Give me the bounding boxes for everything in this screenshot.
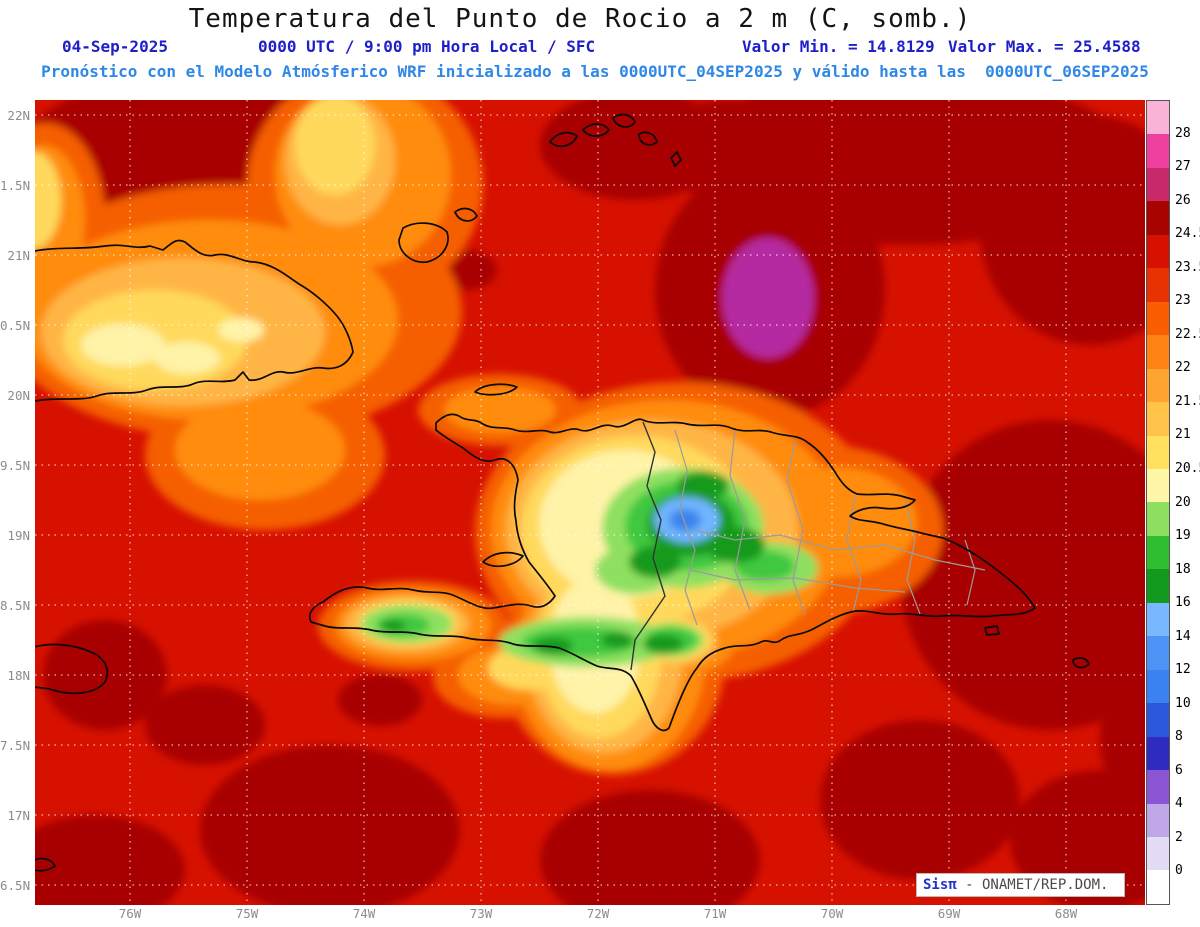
y-axis-label: 22N: [7, 108, 30, 123]
model-description: Pronóstico con el Modelo Atmósferico WRF…: [41, 62, 1149, 81]
colorbar-segment: [1147, 468, 1169, 503]
attribution-badge: Sisπ - ONAMET/REP.DOM.: [916, 873, 1125, 897]
x-axis-label: 70W: [820, 906, 844, 921]
coastlines: [35, 113, 1090, 872]
x-axis-label: 72W: [586, 906, 610, 921]
cuba-coastline: [35, 239, 354, 402]
x-axis-label: 73W: [469, 906, 493, 921]
y-axis-label: 6.5N: [0, 878, 31, 893]
saona-island: [984, 625, 1000, 636]
colorbar-segment: [1147, 770, 1169, 804]
colorbar-segment: [1147, 669, 1169, 704]
colorbar-segment: [1147, 101, 1169, 135]
colorbar-label: 27: [1175, 159, 1191, 175]
little-inagua-island: [454, 207, 478, 222]
x-axis-label: 69W: [937, 906, 961, 921]
valid-time: 0000 UTC / 9:00 pm Hora Local / SFC: [258, 37, 596, 56]
page-title: Temperatura del Punto de Rocio a 2 m (C,…: [188, 4, 972, 34]
y-axis-label: 21N: [7, 248, 30, 263]
attribution-text: - ONAMET/REP.DOM.: [956, 877, 1109, 893]
dewpoint-field: [35, 100, 1145, 905]
colorbar-segment: [1147, 368, 1169, 403]
colorbar-segment: [1147, 502, 1169, 536]
x-axis-label: 76W: [118, 906, 142, 921]
y-axis-label: 19N: [7, 528, 30, 543]
y-axis-label: 17N: [7, 808, 30, 823]
y-axis-label: 20N: [7, 388, 30, 403]
y-axis-label: 0.5N: [0, 318, 31, 333]
hispaniola-coastline: [308, 413, 1036, 732]
colorbar-segment: [1147, 201, 1169, 235]
colorbar-label: 20: [1175, 494, 1191, 510]
y-axis-label: 7.5N: [0, 738, 31, 753]
value-min: Valor Min. = 14.8129: [742, 37, 935, 56]
colorbar: [1146, 100, 1170, 905]
y-axis-label: 18N: [7, 668, 30, 683]
colorbar-label: 21.5: [1175, 393, 1200, 409]
value-max: Valor Max. = 25.4588: [948, 37, 1141, 56]
map-canvas: [35, 100, 1145, 905]
tortuga-island: [474, 383, 518, 396]
colorbar-label: 28: [1175, 125, 1191, 141]
colorbar-segment: [1147, 234, 1169, 269]
colorbar-label: 26: [1175, 192, 1191, 208]
y-axis-label: 8.5N: [0, 598, 31, 613]
colorbar-segment: [1147, 636, 1169, 670]
colorbar-segment: [1147, 134, 1169, 168]
colorbar-label: 8: [1175, 729, 1183, 745]
colorbar-label: 16: [1175, 595, 1191, 611]
map-plot: [35, 100, 1145, 905]
field-magenta-max: [722, 238, 814, 358]
colorbar-segment: [1147, 803, 1169, 837]
colorbar-label: 10: [1175, 695, 1191, 711]
colorbar-label: 21: [1175, 427, 1191, 443]
colorbar-label: 6: [1175, 762, 1183, 778]
x-axis-label: 74W: [352, 906, 376, 921]
sispi-logo: Sisπ: [923, 877, 957, 893]
small-cay: [35, 857, 56, 872]
colorbar-segment: [1147, 402, 1169, 436]
caicos-islands: [549, 113, 682, 167]
colorbar-label: 22.5: [1175, 326, 1200, 342]
colorbar-segment: [1147, 836, 1169, 871]
y-axis-label: 9.5N: [0, 458, 31, 473]
field-blue-core: [654, 497, 720, 543]
colorbar-segment: [1147, 435, 1169, 469]
colorbar-label: 4: [1175, 796, 1183, 812]
colorbar-segment: [1147, 335, 1169, 369]
run-date: 04-Sep-2025: [62, 37, 168, 56]
jamaica-coastline: [35, 643, 109, 695]
colorbar-label: 23: [1175, 293, 1191, 309]
mona-island: [1072, 657, 1090, 669]
colorbar-label: 23.5: [1175, 259, 1200, 275]
colorbar-segment: [1147, 535, 1169, 570]
colorbar-label: 19: [1175, 528, 1191, 544]
colorbar-segment: [1147, 268, 1169, 302]
colorbar-label: 22: [1175, 360, 1191, 376]
colorbar-segment: [1147, 167, 1169, 202]
gonave-island: [482, 551, 524, 568]
colorbar-segment: [1147, 870, 1169, 904]
x-axis-label: 75W: [235, 906, 259, 921]
colorbar-label: 24.5: [1175, 226, 1200, 242]
x-axis-label: 71W: [703, 906, 727, 921]
colorbar-segment: [1147, 602, 1169, 637]
great-inagua-island: [398, 222, 449, 263]
colorbar-label: 2: [1175, 829, 1183, 845]
graticule: [35, 100, 1145, 905]
colorbar-label: 18: [1175, 561, 1191, 577]
colorbar-segment: [1147, 736, 1169, 771]
colorbar-label: 12: [1175, 662, 1191, 678]
haiti-dr-border: [630, 421, 666, 671]
x-axis-label: 68W: [1054, 906, 1078, 921]
colorbar-segment: [1147, 301, 1169, 336]
colorbar-segment: [1147, 703, 1169, 737]
y-axis-label: 1.5N: [0, 178, 31, 193]
colorbar-segment: [1147, 569, 1169, 603]
colorbar-label: 14: [1175, 628, 1191, 644]
colorbar-label: 20.5: [1175, 460, 1200, 476]
colorbar-label: 0: [1175, 863, 1183, 879]
province-borders: [674, 429, 986, 626]
